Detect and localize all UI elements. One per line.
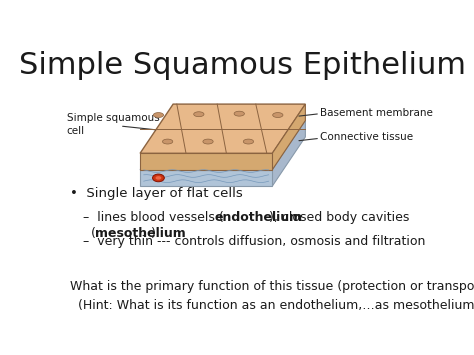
Ellipse shape [163,139,173,144]
Text: Basement membrane: Basement membrane [320,108,433,118]
Polygon shape [140,170,272,186]
Text: –  very thin --- controls diffusion, osmosis and filtration: – very thin --- controls diffusion, osmo… [83,235,426,248]
Text: (Hint: What is its function as an endothelium,…as mesothelium?): (Hint: What is its function as an endoth… [70,299,474,312]
Ellipse shape [155,176,161,180]
Text: ), closed body cavities: ), closed body cavities [269,211,410,224]
Ellipse shape [153,174,164,182]
Polygon shape [272,120,305,186]
Polygon shape [272,104,305,170]
Text: Simple Squamous Epithelium: Simple Squamous Epithelium [19,51,466,80]
Text: Simple squamous
cell: Simple squamous cell [66,113,159,136]
Text: –  lines blood vessels (: – lines blood vessels ( [83,211,224,224]
Text: (: ( [91,227,95,240]
Ellipse shape [153,113,164,118]
Polygon shape [140,153,272,170]
Text: endothelium: endothelium [215,211,303,224]
Ellipse shape [243,139,254,144]
Text: ): ) [151,227,156,240]
Ellipse shape [194,112,204,117]
Ellipse shape [234,111,245,116]
Polygon shape [140,120,305,170]
Text: What is the primary function of this tissue (protection or transport)?: What is the primary function of this tis… [70,280,474,294]
Ellipse shape [273,113,283,118]
Text: •  Single layer of flat cells: • Single layer of flat cells [70,187,243,201]
Text: mesothelium: mesothelium [95,227,186,240]
Polygon shape [140,104,305,153]
Text: Connective tissue: Connective tissue [320,132,413,142]
Ellipse shape [203,139,213,144]
